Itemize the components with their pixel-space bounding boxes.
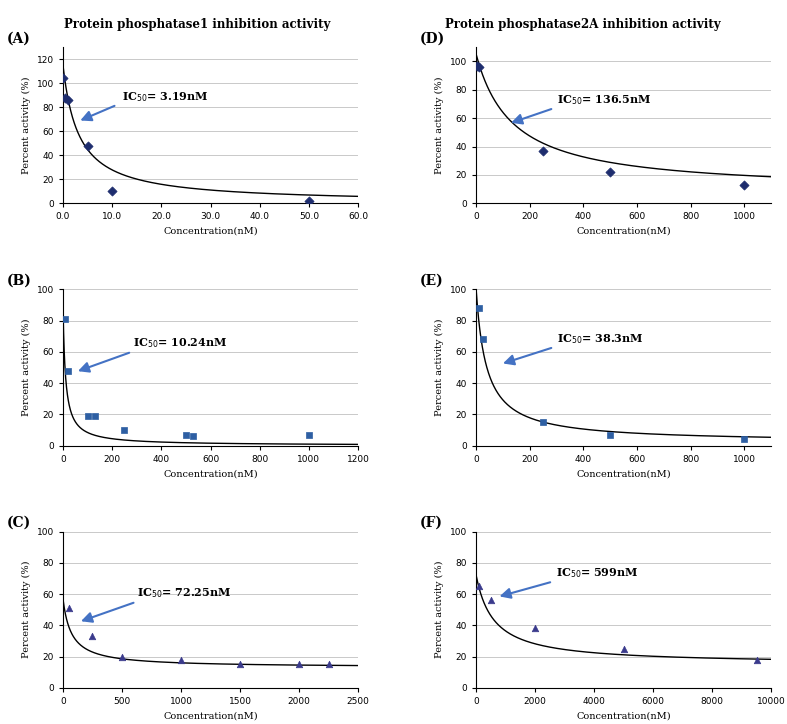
X-axis label: Concentration(nM): Concentration(nM)	[163, 712, 258, 720]
Text: IC$_{50}$= 72.25nM: IC$_{50}$= 72.25nM	[138, 586, 231, 600]
Y-axis label: Percent activity (%): Percent activity (%)	[22, 77, 31, 174]
Y-axis label: Percent activity (%): Percent activity (%)	[435, 319, 445, 416]
Point	[179, 429, 192, 440]
Point	[175, 654, 187, 665]
Point	[604, 167, 616, 178]
Point	[471, 60, 484, 72]
Point	[750, 654, 763, 665]
Point	[617, 643, 630, 654]
Text: (F): (F)	[420, 516, 443, 530]
X-axis label: Concentration(nM): Concentration(nM)	[576, 469, 671, 478]
Text: Protein phosphatase1 inhibition activity: Protein phosphatase1 inhibition activity	[64, 18, 330, 31]
Point	[529, 623, 541, 634]
Point	[472, 302, 485, 313]
Text: (B): (B)	[7, 274, 31, 287]
Point	[485, 594, 497, 606]
X-axis label: Concentration(nM): Concentration(nM)	[163, 227, 258, 236]
Point	[81, 140, 94, 151]
Y-axis label: Percent activity (%): Percent activity (%)	[435, 77, 445, 174]
Text: IC$_{50}$= 10.24nM: IC$_{50}$= 10.24nM	[133, 337, 227, 350]
Point	[59, 92, 72, 104]
Text: (D): (D)	[420, 31, 445, 46]
Point	[59, 313, 72, 325]
Y-axis label: Percent activity (%): Percent activity (%)	[22, 319, 31, 416]
Point	[105, 185, 119, 197]
X-axis label: Concentration(nM): Concentration(nM)	[576, 712, 671, 720]
Point	[472, 61, 485, 72]
Text: Protein phosphatase2A inhibition activity: Protein phosphatase2A inhibition activit…	[445, 18, 720, 31]
Y-axis label: Percent activity (%): Percent activity (%)	[22, 561, 31, 658]
Point	[57, 72, 70, 84]
Point	[61, 365, 74, 376]
Point	[61, 94, 74, 106]
Point	[537, 145, 549, 156]
Point	[738, 179, 751, 190]
Y-axis label: Percent activity (%): Percent activity (%)	[435, 561, 445, 658]
Point	[477, 334, 490, 345]
X-axis label: Concentration(nM): Concentration(nM)	[163, 469, 258, 478]
Point	[187, 430, 200, 442]
Point	[89, 410, 102, 421]
Point	[293, 659, 305, 670]
Point	[87, 631, 99, 642]
Point	[118, 424, 131, 436]
Text: IC$_{50}$= 38.3nM: IC$_{50}$= 38.3nM	[556, 332, 643, 345]
Point	[62, 602, 76, 614]
Text: IC$_{50}$= 599nM: IC$_{50}$= 599nM	[556, 566, 638, 580]
Point	[81, 410, 94, 421]
Point	[234, 659, 246, 670]
Point	[116, 651, 128, 662]
Text: IC$_{50}$= 136.5nM: IC$_{50}$= 136.5nM	[556, 93, 651, 106]
Point	[738, 434, 751, 445]
Point	[473, 581, 486, 592]
Point	[303, 429, 316, 440]
Point	[604, 429, 616, 440]
X-axis label: Concentration(nM): Concentration(nM)	[576, 227, 671, 236]
Point	[303, 195, 316, 207]
Text: (E): (E)	[420, 274, 444, 287]
Text: IC$_{50}$= 3.19nM: IC$_{50}$= 3.19nM	[122, 90, 209, 104]
Text: (C): (C)	[7, 516, 31, 530]
Point	[537, 416, 549, 428]
Point	[323, 659, 335, 670]
Text: (A): (A)	[7, 31, 31, 46]
